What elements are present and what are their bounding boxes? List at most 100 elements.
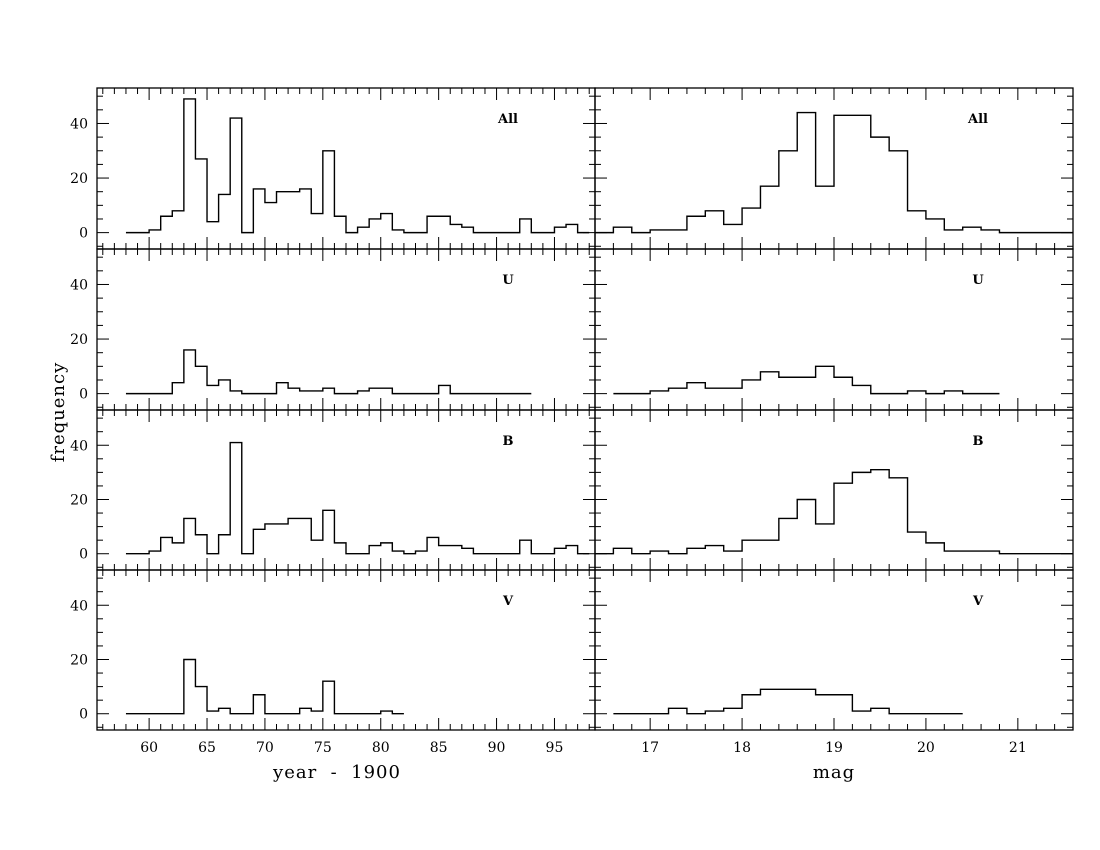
histogram-bar	[834, 695, 852, 714]
y-tick-label: 40	[70, 438, 88, 454]
histogram-bar	[195, 535, 207, 554]
histogram-bar	[207, 385, 219, 393]
histogram-bar	[687, 383, 705, 394]
histogram-bar	[613, 548, 631, 553]
panel-mag-B: B	[594, 409, 1074, 571]
histogram-bar	[381, 543, 393, 554]
histogram-bar	[427, 537, 439, 553]
histogram-bar	[742, 380, 760, 394]
histogram-bar	[963, 227, 981, 232]
histogram-bar	[462, 227, 474, 232]
histogram-bar	[184, 350, 196, 394]
panel-label: U	[502, 273, 514, 288]
panel-frame	[594, 569, 1074, 731]
histogram-line	[595, 111, 1073, 234]
histogram-bar	[908, 211, 926, 233]
right-x-axis-label: mag	[813, 762, 855, 783]
histogram-bar	[613, 227, 631, 232]
histogram-bar	[195, 159, 207, 233]
histogram-bar	[230, 443, 242, 554]
histogram-bar	[852, 472, 870, 553]
histogram-bar	[300, 518, 312, 553]
histogram-bar	[184, 518, 196, 553]
y-tick-label: 20	[70, 652, 88, 668]
histogram-bar	[779, 689, 797, 713]
histogram-bar	[381, 214, 393, 233]
panel-label: B	[973, 434, 984, 449]
histogram-bar	[172, 383, 184, 394]
histogram-bar	[816, 695, 834, 714]
histogram-bar	[439, 216, 451, 232]
histogram-line	[125, 658, 404, 715]
histogram-line	[125, 441, 590, 555]
panel-year-B: 0 20 40 B	[70, 409, 596, 571]
histogram-bar	[207, 222, 219, 233]
histogram-bar	[566, 224, 578, 232]
histogram-bar	[705, 546, 723, 554]
panel-year-All: 0 20 40 All	[70, 87, 596, 250]
histogram-bar	[172, 543, 184, 554]
histogram-bar	[797, 377, 815, 393]
histogram-bar	[742, 208, 760, 233]
histogram-bar	[554, 227, 566, 232]
panel-label: U	[972, 273, 984, 288]
histogram-bar	[277, 192, 289, 233]
y-tick-label: 40	[70, 598, 88, 614]
x-tick-label: 21	[1009, 740, 1027, 756]
histogram-bar	[760, 186, 778, 232]
left-x-axis-label: year - 1900	[272, 762, 401, 783]
histogram-bar	[926, 219, 944, 233]
histogram-bar	[195, 687, 207, 714]
y-tick-label: 20	[70, 492, 88, 508]
histogram-bar	[439, 546, 451, 554]
x-tick-label: 90	[488, 740, 506, 756]
histogram-bar	[760, 540, 778, 554]
histogram-bar	[323, 388, 335, 393]
histogram-bar	[908, 532, 926, 554]
histogram-bar	[288, 388, 300, 393]
histogram-bar	[687, 548, 705, 553]
histogram-bar	[195, 366, 207, 393]
histogram-bar	[265, 524, 277, 554]
histogram-bar	[669, 388, 687, 393]
histogram-bar	[323, 151, 335, 233]
panel-frame	[594, 248, 1074, 411]
histogram-bar	[334, 216, 346, 232]
panel-mag-V: 17 18 19 20 21 V	[594, 569, 1074, 756]
panel-year-V: 0 20 40 60 65 70 75 80 85 90 95 V	[70, 569, 596, 756]
histogram-bar	[889, 478, 907, 554]
histogram-bar	[172, 211, 184, 233]
panel-label: All	[967, 112, 988, 127]
panel-year-U: 0 20 40 U	[70, 248, 596, 411]
histogram-bar	[450, 546, 462, 554]
histogram-bar	[816, 524, 834, 554]
y-tick-label: 40	[70, 277, 88, 293]
histogram-bar	[219, 535, 231, 554]
histogram-bar	[520, 540, 532, 554]
histogram-bar	[871, 708, 889, 713]
histogram-bar	[381, 388, 393, 393]
histogram-bar	[288, 518, 300, 553]
histogram-bar	[288, 192, 300, 233]
histogram-bar	[184, 659, 196, 713]
histogram-bar	[554, 548, 566, 553]
histogram-bar	[184, 99, 196, 233]
histogram-bar	[871, 137, 889, 233]
y-axis-label: frequency	[48, 362, 69, 463]
histogram-line	[595, 468, 1073, 555]
y-tick-label: 0	[79, 547, 88, 563]
histogram-bar	[358, 227, 370, 232]
histogram-bar	[797, 113, 815, 233]
y-tick-label: 0	[79, 387, 88, 403]
histogram-bar	[230, 118, 242, 233]
histogram-bar	[277, 524, 289, 554]
x-tick-label: 80	[372, 740, 390, 756]
histogram-bar	[889, 151, 907, 233]
histogram-bar	[779, 377, 797, 393]
x-tick-label: 85	[430, 740, 448, 756]
histogram-line	[125, 349, 532, 395]
histogram-bar	[779, 151, 797, 233]
x-tick-label: 95	[546, 740, 564, 756]
histogram-bar	[219, 708, 231, 713]
histogram-bar	[300, 708, 312, 713]
